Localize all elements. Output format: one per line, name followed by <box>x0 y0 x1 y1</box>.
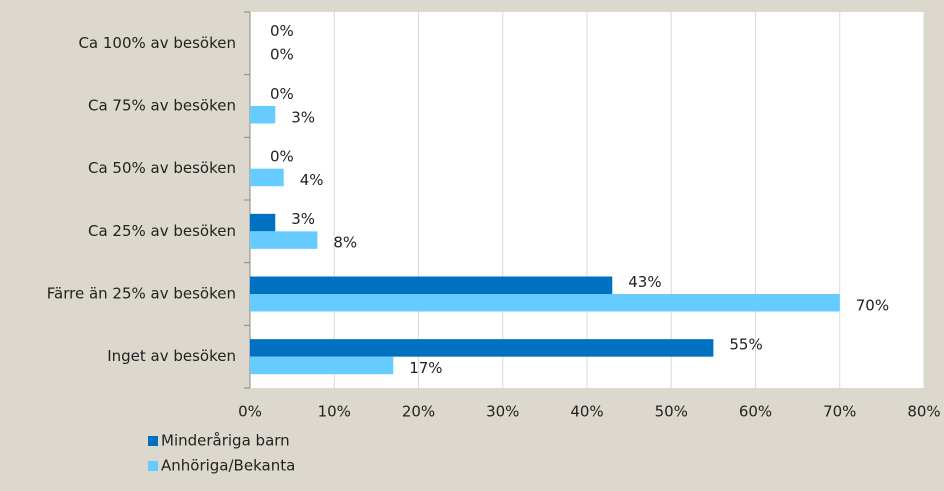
value-label: 3% <box>291 108 315 126</box>
x-tick-label: 50% <box>655 403 688 421</box>
y-tick-label: Ca 50% av besöken <box>88 159 236 177</box>
x-tick-label: 70% <box>823 403 856 421</box>
x-tick-label: 10% <box>318 403 351 421</box>
bar <box>250 276 613 294</box>
x-tick-label: 0% <box>238 403 262 421</box>
x-tick-label: 40% <box>570 403 603 421</box>
x-tick-label: 60% <box>739 403 772 421</box>
bar <box>250 106 276 124</box>
legend-label: Minderåriga barn <box>161 432 290 450</box>
y-tick-label: Inget av besöken <box>107 347 236 365</box>
legend-swatch <box>148 461 158 471</box>
bar <box>250 231 318 249</box>
value-label: 17% <box>409 359 442 377</box>
value-label: 0% <box>270 85 294 103</box>
value-label: 8% <box>333 234 357 252</box>
x-tick-label: 30% <box>486 403 519 421</box>
bar <box>250 294 840 312</box>
bar <box>250 339 714 357</box>
value-label: 3% <box>291 210 315 228</box>
value-label: 0% <box>270 46 294 64</box>
value-label: 4% <box>300 171 324 189</box>
bar <box>250 168 284 187</box>
y-tick-label: Ca 100% av besöken <box>78 34 236 52</box>
bar <box>250 356 394 375</box>
y-tick-label: Färre än 25% av besöken <box>47 285 236 303</box>
value-label: 55% <box>729 335 762 353</box>
bar <box>250 213 276 232</box>
value-label: 0% <box>270 22 294 40</box>
x-tick-label: 20% <box>402 403 435 421</box>
legend-swatch <box>148 436 158 446</box>
value-label: 70% <box>856 296 889 314</box>
y-tick-label: Ca 75% av besöken <box>88 97 236 115</box>
value-label: 43% <box>628 273 661 291</box>
value-label: 0% <box>270 147 294 165</box>
x-tick-label: 80% <box>907 403 940 421</box>
legend-label: Anhöriga/Bekanta <box>161 457 295 475</box>
y-tick-label: Ca 25% av besöken <box>88 222 236 240</box>
